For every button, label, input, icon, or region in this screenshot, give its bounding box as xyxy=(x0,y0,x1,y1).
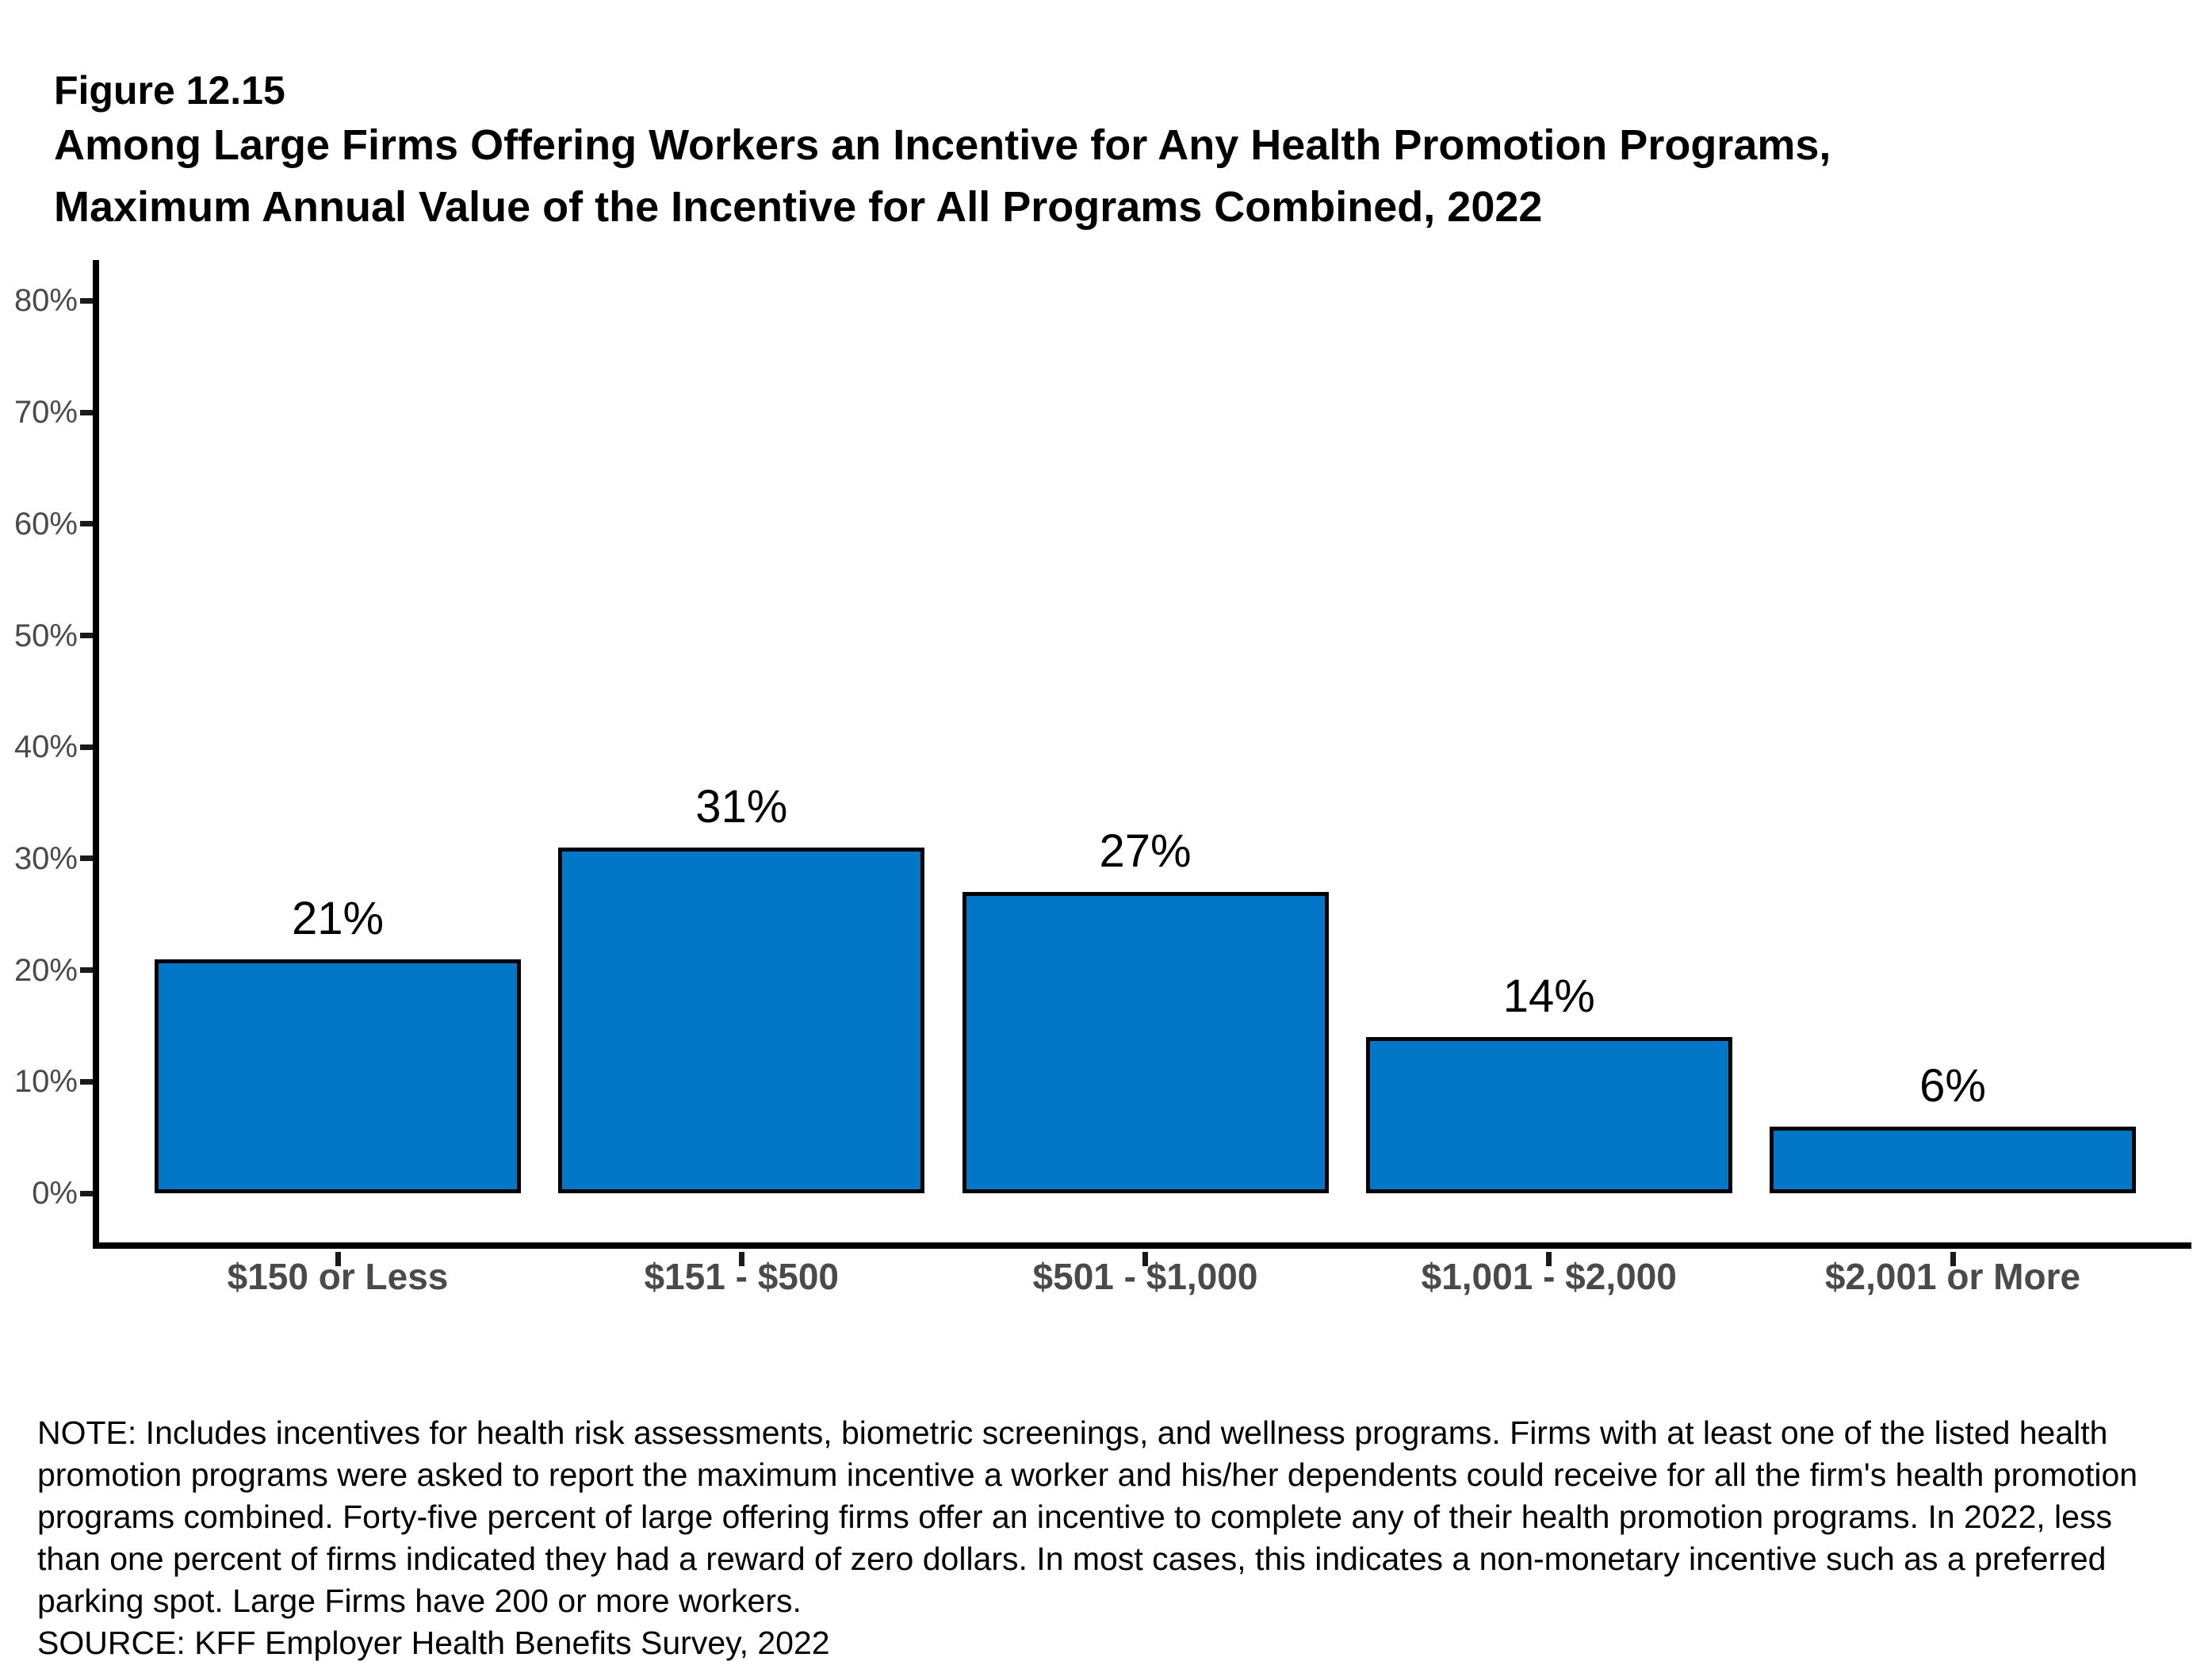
y-axis-tick xyxy=(80,409,93,415)
bar xyxy=(962,892,1329,1193)
note-line: than one percent of firms indicated they… xyxy=(37,1541,2107,1577)
source-text: SOURCE: KFF Employer Health Benefits Sur… xyxy=(37,1625,830,1661)
y-axis-tick xyxy=(80,855,93,862)
figure-header: Figure 12.15 Among Large Firms Offering … xyxy=(54,67,1831,238)
y-axis-tick xyxy=(80,521,93,527)
note-text: NOTE: Includes incentives for health ris… xyxy=(37,1412,2137,1622)
y-axis-tick xyxy=(80,1078,93,1085)
x-axis-tick xyxy=(1546,1252,1552,1266)
bar xyxy=(1365,1037,1732,1193)
y-axis-tick-label: 10% xyxy=(13,1064,78,1100)
y-axis-tick-label: 20% xyxy=(13,952,78,988)
y-axis-tick-label: 80% xyxy=(13,283,78,319)
bar-value-label: 31% xyxy=(695,780,788,832)
y-axis-tick xyxy=(80,967,93,974)
note-line: programs combined. Forty-five percent of… xyxy=(37,1498,2112,1535)
y-axis-tick xyxy=(80,744,93,750)
bar xyxy=(558,847,925,1193)
note-line: promotion programs were asked to report … xyxy=(37,1456,2138,1493)
bar xyxy=(1770,1126,2136,1193)
x-axis-tick xyxy=(738,1252,744,1266)
x-axis-category-label: $501 - $1,000 xyxy=(1032,1256,1258,1297)
figure-number: Figure 12.15 xyxy=(54,68,285,113)
y-axis-tick xyxy=(80,297,93,304)
figure-title-line-2: Maximum Annual Value of the Incentive fo… xyxy=(54,183,1543,231)
figure-notes: NOTE: Includes incentives for health ris… xyxy=(37,1412,2137,1664)
note-line: parking spot. Large Firms have 200 or mo… xyxy=(37,1583,802,1619)
bar-value-label: 21% xyxy=(291,892,385,944)
x-axis-category-label: $150 or Less xyxy=(227,1256,449,1297)
x-axis-category-label: $1,001 - $2,000 xyxy=(1421,1256,1677,1297)
y-axis-tick-label: 50% xyxy=(13,618,78,653)
note-line: NOTE: Includes incentives for health ris… xyxy=(37,1414,2108,1451)
y-axis-tick xyxy=(80,1190,93,1196)
y-axis-tick-label: 40% xyxy=(13,729,78,765)
x-axis-tick xyxy=(1950,1252,1956,1266)
y-axis-tick-label: 0% xyxy=(32,1176,78,1211)
bar-chart-plot-area: 0% 10% 20% 30% 40% 50% 60% 70% 80% 21% $150 or Les… xyxy=(14,260,2191,1296)
y-axis-tick-label: 70% xyxy=(13,395,78,431)
x-axis-category-label: $2,001 or More xyxy=(1824,1256,2081,1297)
x-axis-tick xyxy=(1142,1252,1148,1266)
y-axis-tick xyxy=(80,633,93,638)
bar-value-label: 6% xyxy=(1919,1059,1986,1112)
y-axis-tick-label: 60% xyxy=(13,506,78,542)
bar-value-label: 27% xyxy=(1099,825,1192,878)
x-axis-category-label: $151 - $500 xyxy=(644,1256,840,1297)
bar xyxy=(155,959,521,1193)
bar-value-label: 14% xyxy=(1502,970,1595,1023)
y-axis-tick-label: 30% xyxy=(13,840,78,876)
x-axis-tick xyxy=(335,1252,341,1266)
figure-title-line-1: Among Large Firms Offering Workers an In… xyxy=(54,121,1831,169)
